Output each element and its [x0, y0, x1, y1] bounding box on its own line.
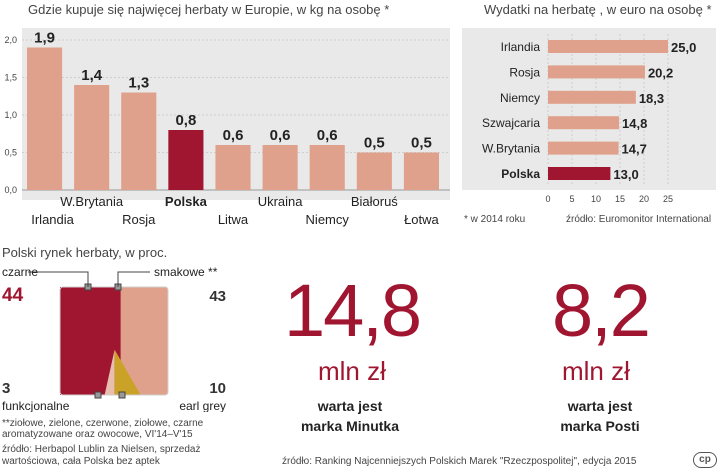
x-tick-label: 10: [591, 194, 601, 204]
pie-note: **ziołowe, zielone, czerwone, ziołowe, c…: [2, 418, 204, 440]
bar-value-label: 1,4: [81, 67, 103, 84]
pie-chart: czarne 44 smakowe ** 43 3 funkcjonalne 10 earl …: [2, 265, 226, 412]
pie-value-czarne: 44: [2, 285, 24, 306]
hbar-category-label: Polska: [501, 167, 540, 181]
pie-label-funkcjonalne: funkcjonalne: [2, 399, 70, 412]
pie-source-2: wartościowa, cała Polska bez aptek: [2, 456, 160, 467]
pie-source-1: źródło: Herbapol Lublin za Nielsen, sprz…: [2, 444, 201, 455]
hbar-category-label: W.Brytania: [482, 142, 540, 156]
hbar-value-label: 14,7: [622, 142, 647, 157]
segment-earl-grey: [114, 349, 141, 395]
brand-posti-value: 8,2: [552, 269, 651, 352]
bar: [356, 152, 392, 190]
leader-line-smakowe: [117, 271, 150, 287]
hbar-category-label: Irlandia: [501, 40, 541, 54]
y-tick-label: 1,0: [4, 110, 17, 120]
hbar: [548, 116, 620, 130]
category-label: Rosja: [122, 212, 156, 227]
category-label: Irlandia: [31, 212, 74, 227]
category-label: Łotwa: [404, 212, 439, 227]
hbar: [548, 141, 619, 155]
category-label: Polska: [165, 194, 208, 209]
pie-frame: [59, 286, 169, 396]
segment-funkcjonalne: [104, 349, 115, 395]
hbar: [548, 90, 636, 104]
footnote-year: * w 2014 roku: [464, 214, 526, 225]
hbar-chart-panel: [462, 28, 716, 190]
hbar-value-label: 14,8: [622, 116, 647, 131]
segment-czarne: [60, 287, 121, 395]
bar-value-label: 1,9: [34, 30, 55, 47]
y-tick-label: 0,0: [4, 185, 17, 195]
bar: [309, 145, 345, 190]
x-tick-label: 5: [569, 194, 574, 204]
x-tick-label: 25: [663, 194, 673, 204]
y-tick-label: 0,5: [4, 148, 17, 158]
hbar-category-label: Szwajcaria: [482, 116, 540, 130]
brand-minutka-unit: mln zł: [318, 356, 386, 386]
hbar-category-label: Rosja: [509, 65, 540, 79]
hbar-category-label: Niemcy: [500, 91, 540, 105]
cp-logo: cp: [693, 452, 717, 468]
x-tick-label: 15: [615, 194, 625, 204]
brand-minutka-line1: warta jest: [317, 398, 383, 414]
bar: [403, 152, 439, 190]
bar-value-label: 0,8: [175, 112, 196, 129]
pie-value-earl-grey: 10: [209, 380, 226, 397]
bar-value-label: 0,5: [364, 135, 385, 152]
bar: [121, 92, 157, 190]
bar: [27, 47, 63, 190]
bar-value-label: 0,5: [411, 135, 432, 152]
source-bottom: źródło: Ranking Najcenniejszych Polskich…: [282, 456, 637, 467]
pie-label-smakowe: smakowe **: [154, 265, 218, 279]
source-top: źródło: Euromonitor International: [566, 214, 712, 225]
pie-label-earl-grey: earl grey: [179, 399, 226, 412]
brand-posti-line2: marka Posti: [560, 418, 640, 434]
x-tick-label: 20: [639, 194, 649, 204]
hbar-chart: 0 5 10 15 20 25 Irlandia 25,0 Rosja 20,2 Niemcy 18,…: [482, 34, 696, 204]
cp-logo-text: cp: [699, 454, 711, 465]
hbar: [548, 65, 645, 79]
hbar-value-label: 18,3: [639, 91, 664, 106]
y-tick-label: 2,0: [4, 35, 17, 45]
category-label: W.Brytania: [60, 194, 124, 209]
hbar: [548, 40, 668, 53]
leader-marker: [118, 391, 126, 399]
bar-chart: 0,0 0,5 1,0 1,5 2,0 1,9 Irlandia 1,4 W.Brytania 1…: [4, 30, 450, 227]
pie-label-czarne: czarne: [2, 265, 38, 279]
bar-value-label: 1,3: [128, 75, 149, 92]
bar-value-label: 0,6: [270, 127, 291, 144]
y-tick-label: 1,5: [4, 73, 17, 83]
brand-posti-unit: mln zł: [562, 356, 630, 386]
hbar-value-label: 25,0: [671, 40, 696, 55]
bar-value-label: 0,6: [317, 127, 338, 144]
hbar-value-label: 13,0: [613, 167, 638, 182]
pie-chart-title: Polski rynek herbaty, w proc.: [2, 245, 168, 260]
leader-line-czarne: [28, 271, 89, 287]
hbar-value-label: 20,2: [648, 65, 673, 80]
hbar-chart-title: Wydatki na herbatę , w euro na osobę *: [484, 2, 712, 17]
brand-minutka-value: 14,8: [284, 269, 422, 352]
category-label: Białoruś: [351, 194, 398, 209]
x-tick-label: 0: [545, 194, 550, 204]
bar: [262, 145, 298, 190]
pie-value-smakowe: 43: [209, 288, 226, 305]
bar: [74, 85, 110, 190]
leader-marker: [94, 391, 102, 399]
category-label: Litwa: [218, 212, 249, 227]
brand-minutka-line2: marka Minutka: [300, 418, 400, 434]
bar-chart-title: Gdzie kupuje się najwięcej herbaty w Eur…: [28, 2, 390, 17]
bar: [215, 145, 251, 190]
category-label: Niemcy: [306, 212, 350, 227]
bar-value-label: 0,6: [223, 127, 244, 144]
pie-value-funkcjonalne: 3: [2, 380, 10, 397]
bar: [168, 130, 204, 190]
brand-posti-line1: warta jest: [567, 398, 633, 414]
hbar: [548, 167, 611, 180]
category-label: Ukraina: [258, 194, 304, 209]
